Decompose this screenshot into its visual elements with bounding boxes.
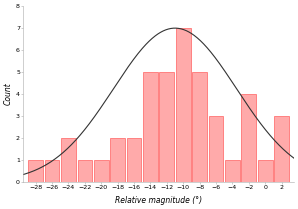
Bar <box>143 72 158 182</box>
Bar <box>225 160 240 182</box>
Y-axis label: Count: Count <box>4 83 13 105</box>
Bar <box>192 72 207 182</box>
Bar <box>28 160 43 182</box>
Bar <box>159 72 174 182</box>
Bar <box>176 28 191 182</box>
Bar <box>94 160 109 182</box>
Bar <box>209 116 224 182</box>
Bar <box>110 138 125 182</box>
Bar <box>77 160 92 182</box>
Bar <box>127 138 142 182</box>
X-axis label: Relative magnitude (°): Relative magnitude (°) <box>115 196 202 205</box>
Bar <box>241 94 256 182</box>
Bar <box>274 116 289 182</box>
Bar <box>45 160 60 182</box>
Bar <box>258 160 273 182</box>
Bar <box>61 138 76 182</box>
